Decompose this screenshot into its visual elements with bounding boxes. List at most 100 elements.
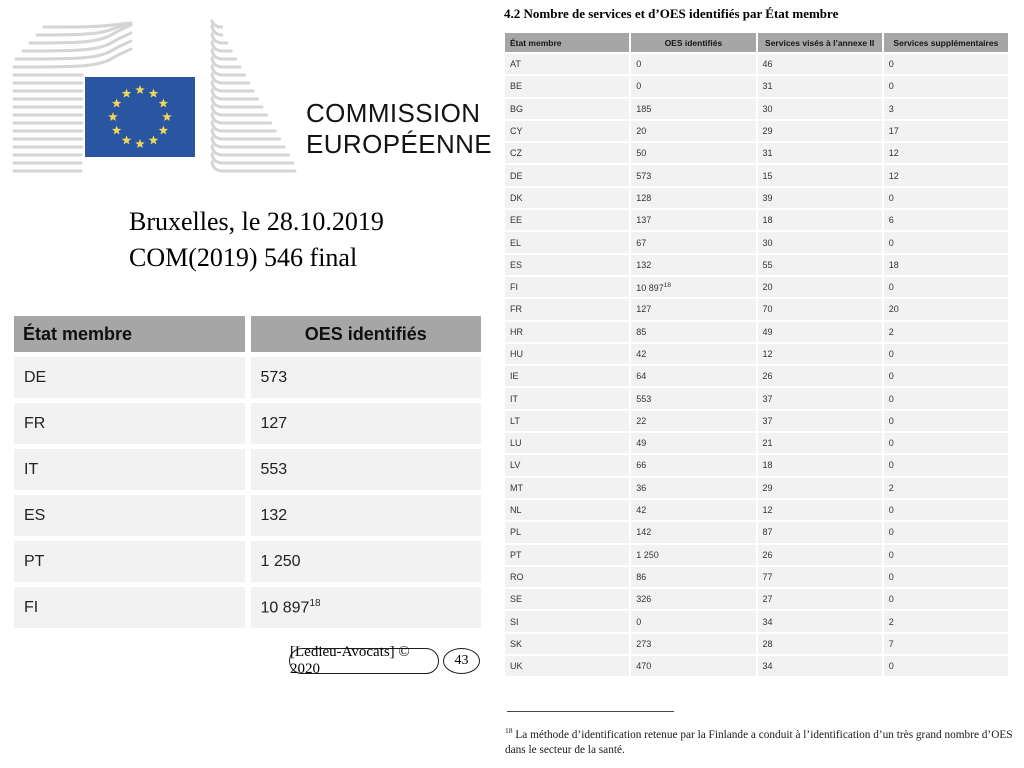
cell: FR (14, 403, 245, 444)
cell: 1 250 (250, 541, 481, 582)
star-icon (108, 112, 118, 122)
table-row: EE 137 18 6 (505, 210, 1008, 231)
cell: 0 (883, 276, 1008, 298)
table-row: DK 128 39 0 (505, 187, 1008, 209)
table-row: IE 64 26 0 (505, 366, 1008, 387)
cell: DK (505, 187, 630, 209)
table-row: LV 66 18 0 (505, 455, 1008, 476)
cell: 20 (757, 276, 882, 298)
cell: 37 (757, 388, 882, 409)
cell: 0 (883, 433, 1008, 454)
date-line: Bruxelles, le 28.10.2019 (129, 207, 384, 236)
table-row: FI 10 89718 20 0 (505, 276, 1008, 298)
cell: 12 (757, 499, 882, 521)
table-row: IT 553 (14, 449, 481, 490)
table-row: SK 273 28 7 (505, 633, 1008, 655)
column-header: Services supplémentaires (883, 33, 1008, 52)
document-reference: Bruxelles, le 28.10.2019 COM(2019) 546 f… (129, 204, 384, 276)
cell: LU (505, 433, 630, 454)
cell: RO (505, 566, 630, 588)
cell: FR (505, 299, 630, 320)
cell: 34 (757, 611, 882, 632)
cell: 18 (757, 455, 882, 476)
cell: 37 (757, 410, 882, 432)
copyright-text: [Ledieu-Avocats] © 2020 (290, 644, 410, 677)
cell: 0 (883, 366, 1008, 387)
cell: 132 (631, 254, 756, 275)
cell: 0 (883, 410, 1008, 432)
table-row: LU 49 21 0 (505, 433, 1008, 454)
cell: 20 (883, 299, 1008, 320)
cell: 39 (757, 187, 882, 209)
cell: 137 (631, 210, 756, 231)
cell: 10 89718 (631, 276, 756, 298)
cell: ES (505, 254, 630, 275)
table-row: ES 132 (14, 495, 481, 536)
cell: LV (505, 455, 630, 476)
cell: 573 (250, 357, 481, 398)
cell: MT (505, 477, 630, 498)
table-row: SE 326 27 0 (505, 589, 1008, 610)
cell: 18 (757, 210, 882, 231)
cell: 0 (631, 611, 756, 632)
cell: 17 (883, 120, 1008, 142)
cell: UK (505, 656, 630, 677)
star-icon (148, 88, 159, 98)
footnote: 18 La méthode d’identification retenue p… (505, 723, 1017, 759)
table-row: BG 185 30 3 (505, 98, 1008, 119)
star-icon (111, 125, 122, 135)
cell: 127 (631, 299, 756, 320)
table-row: HU 42 12 0 (505, 343, 1008, 365)
table-row: RO 86 77 0 (505, 566, 1008, 588)
section-title: 4.2 Nombre de services et d’OES identifi… (504, 6, 839, 21)
cell: 326 (631, 589, 756, 610)
cell: DE (14, 357, 245, 398)
cell: 31 (757, 76, 882, 97)
footnote-separator (507, 711, 674, 712)
cell: HR (505, 321, 630, 342)
cell: 50 (631, 143, 756, 164)
cell: 3 (883, 98, 1008, 119)
cell: 34 (757, 656, 882, 677)
cell: 0 (883, 589, 1008, 610)
table-row: EL 67 30 0 (505, 232, 1008, 253)
cell: SI (505, 611, 630, 632)
cell: 49 (757, 321, 882, 342)
star-icon (148, 135, 159, 145)
table-row: SI 0 34 2 (505, 611, 1008, 632)
cell: 26 (757, 366, 882, 387)
cell: 67 (631, 232, 756, 253)
cell: IE (505, 366, 630, 387)
table-row: DE 573 (14, 357, 481, 398)
star-icon (158, 98, 169, 108)
cell: 0 (631, 54, 756, 75)
cell: CY (505, 120, 630, 142)
cell: 2 (883, 611, 1008, 632)
copyright-badge: [Ledieu-Avocats] © 2020 (289, 644, 439, 677)
cell: 18 (883, 254, 1008, 275)
cell: 31 (757, 143, 882, 164)
services-table-wrap: État membre OES identifiés Services visés … (503, 31, 1010, 678)
cell: 30 (757, 98, 882, 119)
cell: 0 (883, 232, 1008, 253)
cell: EE (505, 210, 630, 231)
cell: 553 (250, 449, 481, 490)
cell: 7 (883, 633, 1008, 655)
page-number-badge: 43 (443, 648, 480, 674)
table-row: MT 36 29 2 (505, 477, 1008, 498)
cell: 0 (883, 54, 1008, 75)
cell: DE (505, 165, 630, 186)
table-row: PT 1 250 (14, 541, 481, 582)
cell: 0 (883, 388, 1008, 409)
star-icon (158, 125, 169, 135)
cell: 87 (757, 522, 882, 543)
column-header: État membre (505, 33, 630, 52)
cell: FI (14, 587, 245, 628)
cell: 6 (883, 210, 1008, 231)
cell: NL (505, 499, 630, 521)
cell: PT (14, 541, 245, 582)
cell: 2 (883, 321, 1008, 342)
star-icon (121, 88, 132, 98)
table-row: UK 470 34 0 (505, 656, 1008, 677)
